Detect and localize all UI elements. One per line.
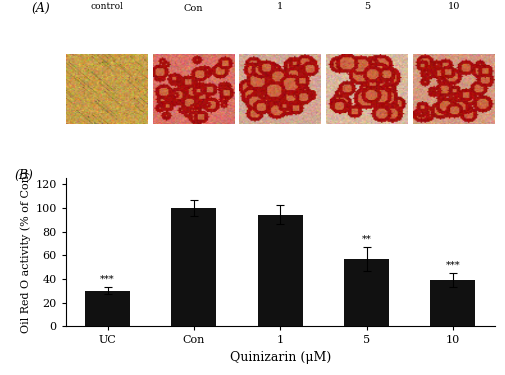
Text: 5: 5 [364,2,370,11]
Text: **: ** [362,235,372,244]
Text: Undifferentiated
control: Undifferentiated control [68,0,145,11]
Text: ***: *** [445,261,460,270]
Text: 10: 10 [448,2,460,11]
Text: (B): (B) [14,170,33,182]
Bar [430,280,475,326]
X-axis label: Quinizarin (μM): Quinizarin (μM) [230,351,331,364]
Text: Con: Con [184,4,203,13]
Text: (A): (A) [31,2,50,15]
Y-axis label: Oil Red O activity (% of Con): Oil Red O activity (% of Con) [21,171,31,333]
Bar [344,259,389,326]
Bar [172,208,216,326]
Text: ***: *** [100,275,115,284]
Bar [258,215,302,326]
Text: 1: 1 [277,2,283,11]
Bar [85,291,130,326]
